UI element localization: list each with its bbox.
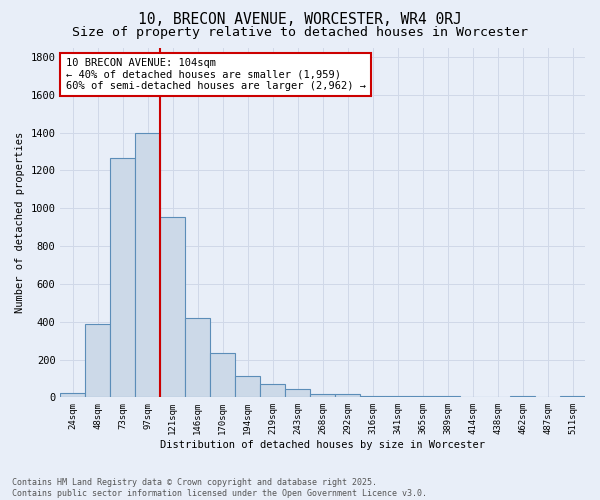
Bar xyxy=(510,396,535,398)
Bar xyxy=(310,394,335,398)
Bar xyxy=(185,318,210,398)
Bar xyxy=(560,396,585,398)
X-axis label: Distribution of detached houses by size in Worcester: Distribution of detached houses by size … xyxy=(160,440,485,450)
Bar xyxy=(210,353,235,398)
Bar xyxy=(61,392,85,398)
Bar xyxy=(260,384,285,398)
Bar xyxy=(110,158,136,398)
Bar xyxy=(435,396,460,398)
Text: 10 BRECON AVENUE: 104sqm
← 40% of detached houses are smaller (1,959)
60% of sem: 10 BRECON AVENUE: 104sqm ← 40% of detach… xyxy=(65,58,365,91)
Bar xyxy=(335,394,360,398)
Text: Size of property relative to detached houses in Worcester: Size of property relative to detached ho… xyxy=(72,26,528,39)
Y-axis label: Number of detached properties: Number of detached properties xyxy=(15,132,25,313)
Bar xyxy=(360,396,385,398)
Bar xyxy=(85,324,110,398)
Bar xyxy=(160,216,185,398)
Bar xyxy=(285,389,310,398)
Bar xyxy=(235,376,260,398)
Bar xyxy=(410,396,435,398)
Bar xyxy=(385,396,410,398)
Text: Contains HM Land Registry data © Crown copyright and database right 2025.
Contai: Contains HM Land Registry data © Crown c… xyxy=(12,478,427,498)
Text: 10, BRECON AVENUE, WORCESTER, WR4 0RJ: 10, BRECON AVENUE, WORCESTER, WR4 0RJ xyxy=(138,12,462,28)
Bar xyxy=(136,132,160,398)
